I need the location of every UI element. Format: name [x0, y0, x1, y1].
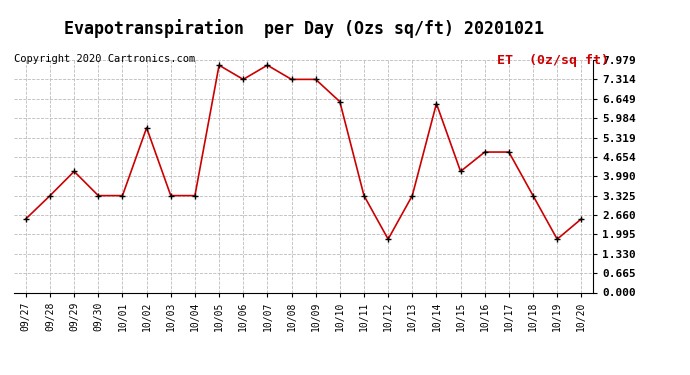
Text: Copyright 2020 Cartronics.com: Copyright 2020 Cartronics.com: [14, 54, 195, 64]
Text: Evapotranspiration  per Day (Ozs sq/ft) 20201021: Evapotranspiration per Day (Ozs sq/ft) 2…: [63, 19, 544, 38]
Text: ET  (0z/sq ft): ET (0z/sq ft): [497, 54, 609, 68]
